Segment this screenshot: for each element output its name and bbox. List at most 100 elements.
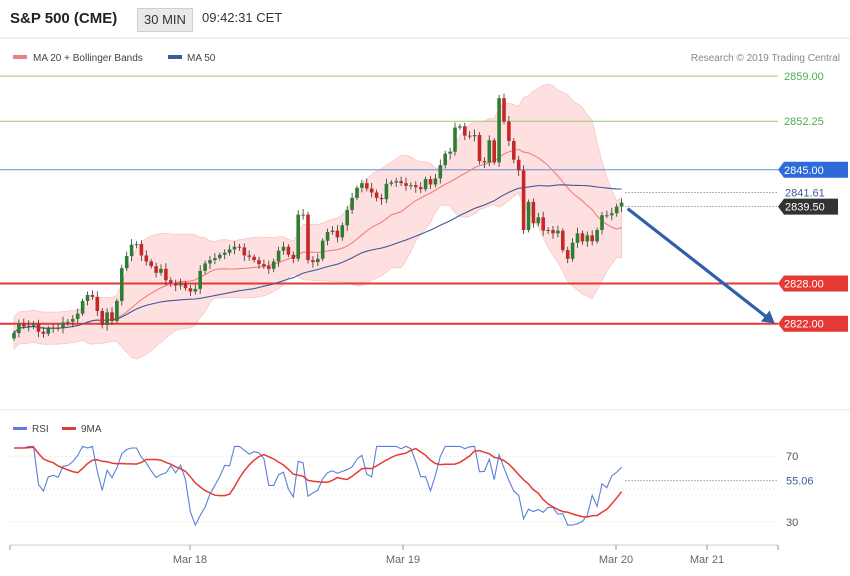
- candle-body: [404, 183, 408, 186]
- candle-body: [614, 206, 619, 214]
- candle-body: [257, 260, 261, 265]
- candle-body: [350, 197, 354, 210]
- candle-body: [477, 134, 482, 162]
- candle-body: [41, 331, 46, 334]
- candle-body: [203, 263, 207, 271]
- candle-body: [232, 246, 237, 250]
- candle-body: [51, 327, 55, 329]
- candle-body: [330, 230, 335, 233]
- candle-body: [325, 232, 330, 241]
- candle-body: [443, 153, 447, 166]
- level-tag-support: [778, 315, 848, 332]
- candle-body: [12, 333, 16, 339]
- candle-body: [120, 268, 124, 301]
- candle-body: [115, 300, 119, 322]
- rsi-tick-label: 70: [786, 451, 798, 463]
- candle-body: [159, 268, 163, 273]
- candle-body: [595, 230, 599, 242]
- legend-rsi-swatch: [13, 427, 27, 430]
- candle-body: [178, 283, 183, 286]
- legend-ma20-label: MA 20 + Bollinger Bands: [33, 53, 143, 64]
- candle-body: [565, 250, 570, 259]
- current-time: 09:42:31 CET: [202, 10, 283, 25]
- candle-body: [512, 140, 516, 160]
- candle-body: [340, 225, 345, 238]
- candle-body: [472, 134, 477, 137]
- candle-body: [409, 185, 413, 187]
- candle-body: [95, 296, 100, 311]
- timeframe-badge[interactable]: 30 MIN: [137, 8, 193, 32]
- candle-body: [610, 213, 614, 216]
- candle-body: [531, 201, 536, 224]
- candle-body: [227, 249, 232, 253]
- candlesticks: [12, 93, 624, 341]
- candle-body: [252, 256, 256, 261]
- chart-header: S&P 500 (CME) 30 MIN 09:42:31 CET: [0, 0, 850, 38]
- candle-body: [271, 261, 276, 269]
- marker-label: 2841.61: [785, 187, 825, 199]
- candle-body: [605, 215, 609, 217]
- candle-body: [423, 179, 428, 190]
- price-markers: 2859.00 2852.25 2845.00 2828.00 2822.00 2841.…: [625, 68, 848, 332]
- candle-body: [551, 230, 555, 234]
- candle-body: [521, 170, 526, 230]
- candle-body: [296, 214, 300, 259]
- candle-body: [467, 135, 472, 137]
- candle-body: [502, 98, 506, 122]
- level-tag-resistance: [778, 68, 848, 85]
- marker-tag: [778, 198, 838, 215]
- candle-body: [183, 283, 188, 289]
- candle-body: [507, 121, 511, 141]
- candle-body: [267, 266, 271, 269]
- level-label: 2845.00: [784, 165, 824, 177]
- candle-body: [414, 185, 418, 188]
- candle-body: [580, 233, 585, 242]
- candle-body: [561, 230, 565, 251]
- candle-body: [585, 235, 590, 242]
- candle-body: [237, 246, 242, 248]
- candle-body: [497, 98, 501, 163]
- candle-body: [482, 161, 487, 163]
- candle-body: [345, 209, 349, 226]
- time-axis-ticks: Mar 18 Mar 19 Mar 20 Mar 21: [9, 545, 779, 566]
- candle-body: [320, 240, 325, 259]
- candle-body: [374, 192, 379, 198]
- copyright-notice: Research © 2019 Trading Central: [691, 53, 840, 64]
- candle-body: [463, 126, 467, 136]
- candle-body: [433, 178, 438, 185]
- legend-ma20-swatch: [13, 55, 27, 59]
- candle-body: [90, 294, 95, 297]
- candle-body: [36, 323, 41, 332]
- candle-body: [276, 250, 281, 262]
- candle-body: [169, 280, 173, 284]
- candle-body: [71, 319, 75, 322]
- rsi-ma9-line: [14, 446, 623, 518]
- candle-body: [164, 268, 168, 281]
- candle-body: [306, 214, 310, 261]
- candle-body: [26, 325, 31, 327]
- candle-body: [149, 261, 153, 267]
- candle-body: [570, 242, 575, 259]
- forecast-arrow: [626, 207, 775, 324]
- candle-body: [438, 165, 443, 179]
- rsi-tick-label: 30: [786, 517, 798, 529]
- candle-body: [188, 288, 193, 292]
- candle-body: [526, 201, 531, 230]
- candle-body: [418, 187, 423, 190]
- level-tag-resistance: [778, 113, 848, 130]
- instrument-title: S&P 500 (CME): [10, 10, 118, 27]
- candle-body: [492, 140, 496, 163]
- legend-rsi-label: RSI: [32, 424, 49, 435]
- rsi-last-value: 55.06: [786, 476, 814, 488]
- bollinger-band-fill: [13, 83, 622, 360]
- candle-body: [100, 310, 104, 326]
- legend-ma9-swatch: [62, 427, 76, 430]
- candle-body: [242, 247, 247, 256]
- candle-body: [17, 323, 21, 334]
- candle-body: [222, 252, 227, 255]
- candle-body: [575, 233, 580, 243]
- candle-body: [335, 230, 340, 238]
- candle-body: [173, 283, 178, 286]
- marker-label: 2839.50: [785, 202, 825, 214]
